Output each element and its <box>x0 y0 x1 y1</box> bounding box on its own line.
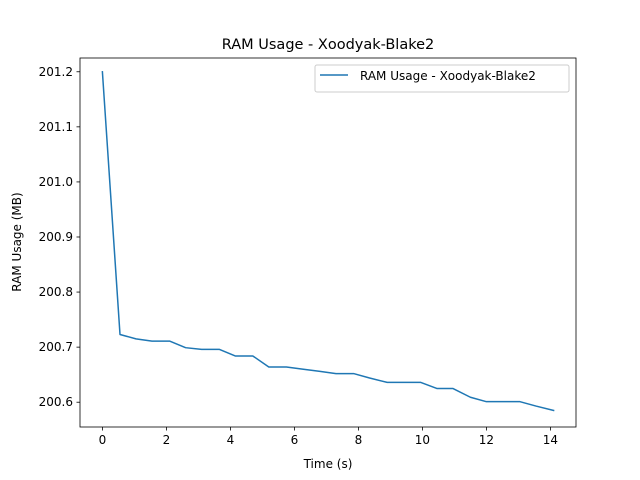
y-axis-title: RAM Usage (MB) <box>10 192 24 291</box>
x-tick-label: 8 <box>355 433 363 447</box>
y-tick-label: 200.6 <box>39 395 73 409</box>
axes-frame <box>79 57 577 428</box>
legend: RAM Usage - Xoodyak-Blake2 <box>314 64 570 93</box>
x-tick-label: 10 <box>415 433 430 447</box>
y-tick-label: 200.9 <box>39 230 73 244</box>
x-tick-label: 12 <box>479 433 494 447</box>
y-tick-label: 201.2 <box>39 65 73 79</box>
x-tick-label: 14 <box>543 433 558 447</box>
x-axis-title: Time (s) <box>303 457 353 471</box>
x-tick-label: 4 <box>227 433 235 447</box>
x-tick-label: 2 <box>163 433 171 447</box>
legend-label: RAM Usage - Xoodyak-Blake2 <box>360 69 536 83</box>
series-line-0 <box>101 70 555 412</box>
plot-area <box>80 58 576 427</box>
y-tick-label: 200.7 <box>39 340 73 354</box>
legend-box <box>314 64 570 93</box>
x-tick-label: 0 <box>99 433 107 447</box>
series-layer <box>101 70 555 412</box>
axes-background <box>80 58 576 427</box>
chart-title: RAM Usage - Xoodyak-Blake2 <box>222 37 435 53</box>
y-axis-ticks: 200.6 200.7 200.8 200.9 201.0 201.1 201.2 <box>39 65 80 409</box>
x-axis-ticks: 0 2 4 6 8 10 12 14 <box>99 427 558 447</box>
y-tick-label: 200.8 <box>39 285 73 299</box>
x-tick-label: 6 <box>291 433 299 447</box>
y-tick-label: 201.1 <box>39 120 73 134</box>
y-tick-label: 201.0 <box>39 175 73 189</box>
